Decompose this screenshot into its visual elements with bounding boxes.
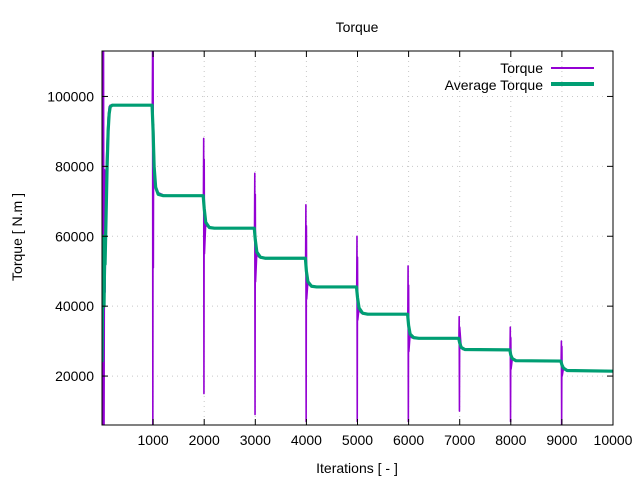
x-tick-label: 7000 (444, 432, 475, 448)
y-tick-label: 60000 (55, 228, 94, 244)
y-tick-label: 40000 (55, 298, 94, 314)
series-line-average-torque (102, 103, 613, 373)
y-tick-label: 20000 (55, 368, 94, 384)
y-tick-label: 80000 (55, 158, 94, 174)
series-line-torque (102, 51, 613, 425)
series-area (102, 51, 613, 425)
x-tick-labels: 1000 2000 3000 4000 5000 6000 7000 8000 9000 1000… (138, 432, 633, 448)
x-tick-label: 3000 (240, 432, 271, 448)
chart-title: Torque (336, 19, 379, 35)
legend: Torque Average Torque (445, 60, 594, 93)
x-tick-label: 5000 (342, 432, 373, 448)
x-tick-label: 1000 (138, 432, 169, 448)
legend-label-torque: Torque (500, 60, 543, 76)
y-axis-label: Torque [ N.m ] (9, 193, 25, 281)
x-tick-label: 8000 (495, 432, 526, 448)
x-tick-label: 6000 (393, 432, 424, 448)
x-tick-label: 9000 (546, 432, 577, 448)
x-tick-label: 4000 (291, 432, 322, 448)
legend-label-average-torque: Average Torque (445, 77, 544, 93)
y-tick-label: 100000 (47, 88, 94, 104)
ticks (102, 51, 614, 425)
x-tick-label: 10000 (594, 432, 633, 448)
x-tick-label: 2000 (189, 432, 220, 448)
x-axis-label: Iterations [ - ] (316, 460, 398, 476)
y-tick-labels: 20000 40000 60000 80000 100000 (47, 88, 94, 384)
